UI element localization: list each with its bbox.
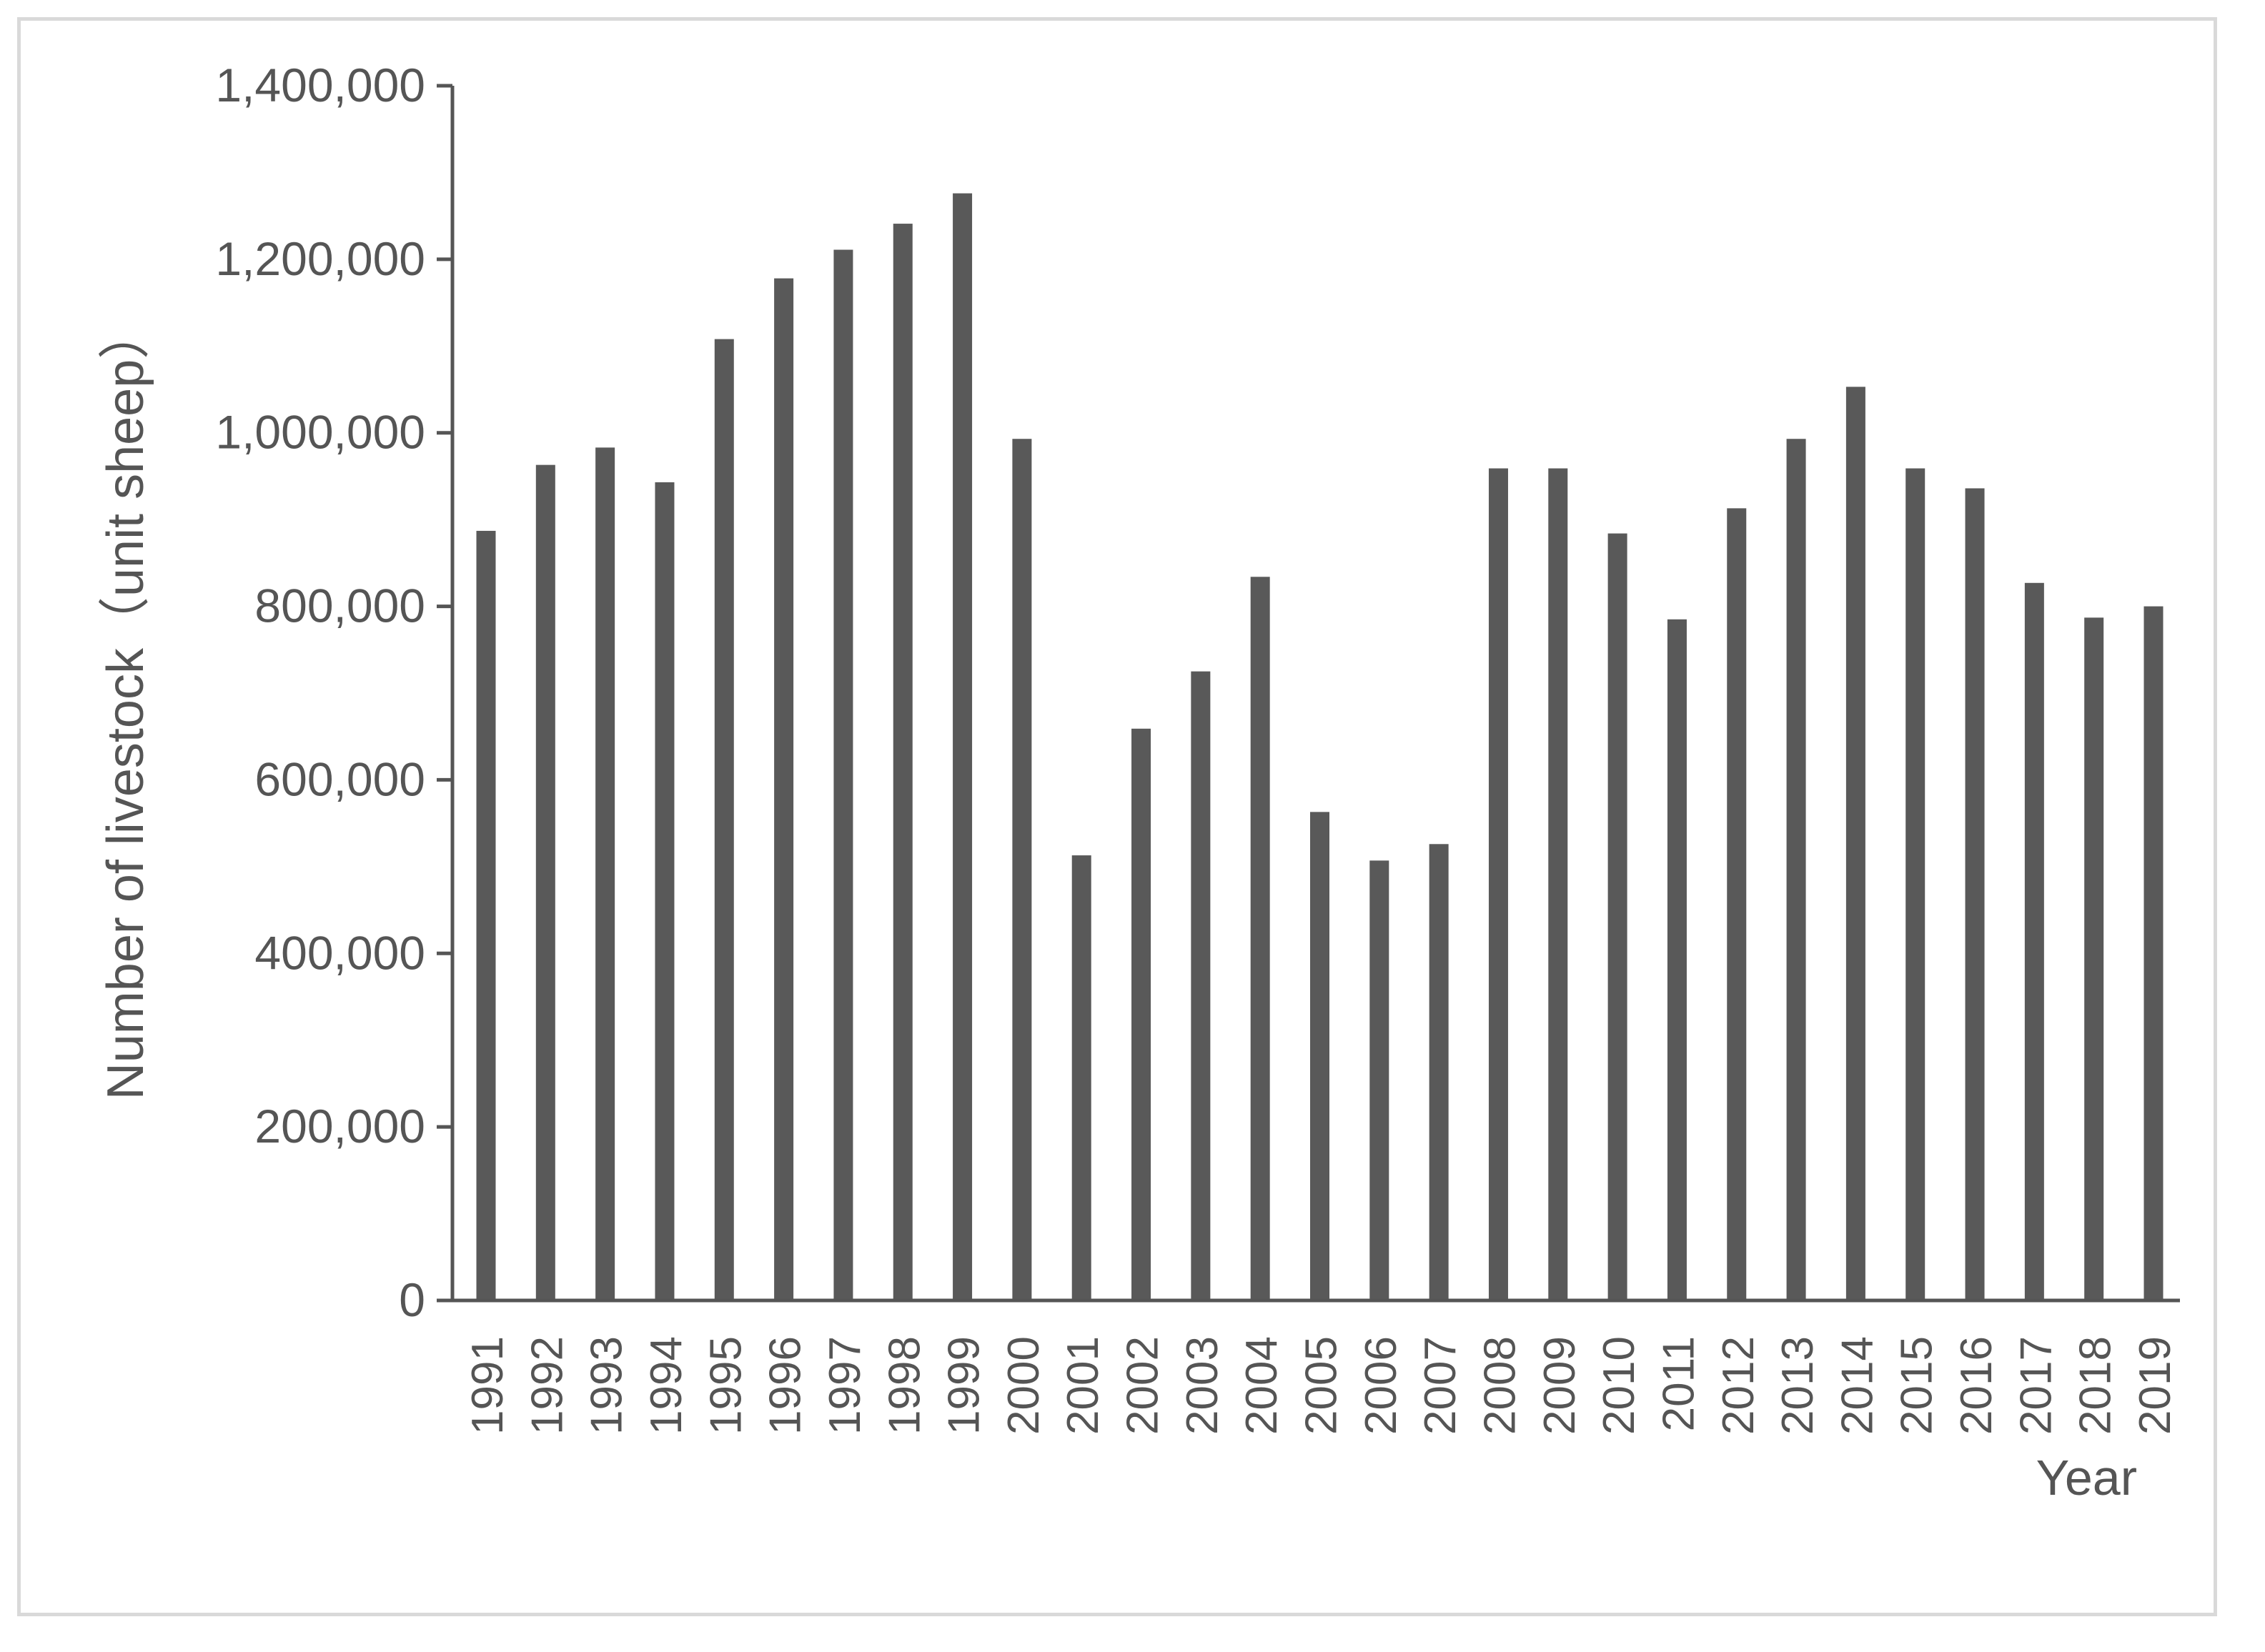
x-tick-label: 1995 <box>701 1336 750 1435</box>
bar <box>476 530 496 1300</box>
bar <box>1905 468 1926 1300</box>
x-tick-label: 2004 <box>1237 1336 1287 1435</box>
x-tick-label: 2006 <box>1357 1336 1406 1435</box>
bar <box>2084 617 2104 1300</box>
x-tick-label: 2012 <box>1714 1336 1763 1435</box>
bar <box>1965 488 1985 1300</box>
x-tick-label: 2015 <box>1893 1336 1942 1435</box>
bar <box>1727 508 1747 1300</box>
x-tick-label: 2007 <box>1416 1336 1465 1435</box>
x-tick-label: 2013 <box>1773 1336 1823 1435</box>
y-tick-label: 1,400,000 <box>215 59 425 111</box>
y-axis-ticks: 0 200,000 400,000 600,000 800,000 1,000,000 1,… <box>215 59 452 1326</box>
bar <box>1131 728 1151 1300</box>
x-tick-label: 1994 <box>642 1336 691 1435</box>
bar <box>1786 439 1806 1300</box>
x-tick-label: 2010 <box>1595 1336 1644 1435</box>
x-tick-label: 2008 <box>1475 1336 1525 1435</box>
x-axis-ticks: 1991 1992 1993 1994 1995 1996 1997 1998 1999 2000… <box>463 1336 2180 1435</box>
bar <box>1667 619 1687 1300</box>
x-tick-label: 1993 <box>583 1336 632 1435</box>
bar <box>1845 387 1865 1300</box>
x-tick-label: 1996 <box>761 1336 811 1435</box>
x-axis-title: Year <box>2036 1450 2137 1506</box>
x-tick-label: 2017 <box>2011 1336 2061 1435</box>
bar <box>655 482 675 1300</box>
x-tick-label: 2003 <box>1178 1336 1227 1435</box>
bar <box>833 249 853 1300</box>
y-tick-label: 1,200,000 <box>215 232 425 285</box>
x-tick-label: 2019 <box>2131 1336 2180 1435</box>
x-tick-label: 2011 <box>1654 1336 1703 1431</box>
y-tick-label: 400,000 <box>254 926 425 979</box>
bar <box>595 447 615 1300</box>
x-tick-label: 1998 <box>880 1336 929 1435</box>
x-tick-label: 2005 <box>1297 1336 1347 1435</box>
bar <box>714 339 734 1301</box>
bar <box>2024 582 2044 1300</box>
y-axis-title: Number of livestock（unit sheep） <box>97 308 154 1100</box>
x-tick-label: 1992 <box>522 1336 572 1435</box>
y-tick-label: 800,000 <box>254 579 425 632</box>
bar <box>1012 439 1032 1300</box>
bar <box>1191 671 1211 1300</box>
x-tick-label: 2016 <box>1952 1336 2001 1435</box>
x-tick-label: 1999 <box>940 1336 989 1435</box>
y-tick-label: 1,000,000 <box>215 406 425 459</box>
bar <box>1369 860 1389 1300</box>
y-tick-label: 200,000 <box>254 1100 425 1153</box>
bar <box>1548 468 1568 1300</box>
bar <box>1429 844 1449 1300</box>
bar <box>1310 812 1329 1300</box>
x-tick-label: 2001 <box>1059 1336 1108 1435</box>
x-tick-label: 2014 <box>1833 1336 1882 1435</box>
bar <box>2143 606 2164 1300</box>
bar <box>1250 577 1270 1300</box>
bar <box>893 224 913 1301</box>
bar <box>1488 468 1508 1300</box>
bars <box>476 193 2164 1301</box>
bar <box>1607 533 1627 1300</box>
x-tick-label: 2018 <box>2071 1336 2121 1435</box>
x-tick-label: 2000 <box>999 1336 1049 1435</box>
bar <box>774 278 794 1301</box>
bar <box>953 193 973 1301</box>
y-tick-label: 0 <box>399 1273 425 1326</box>
x-tick-label: 1991 <box>463 1336 512 1435</box>
y-tick-label: 600,000 <box>254 752 425 805</box>
bar <box>535 464 555 1301</box>
x-tick-label: 2009 <box>1535 1336 1585 1435</box>
x-tick-label: 1997 <box>821 1336 870 1435</box>
x-tick-label: 2002 <box>1119 1336 1168 1435</box>
bar <box>1071 855 1091 1300</box>
